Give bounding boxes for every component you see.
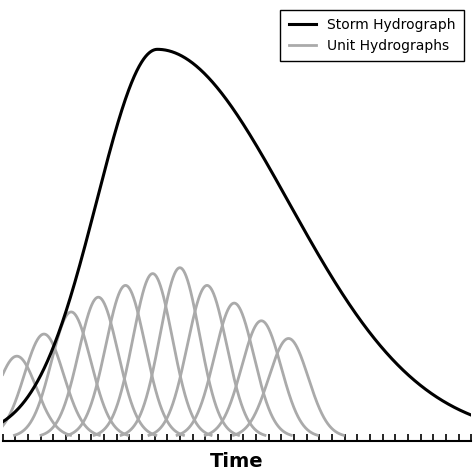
X-axis label: Time: Time bbox=[210, 452, 264, 471]
Legend: Storm Hydrograph, Unit Hydrographs: Storm Hydrograph, Unit Hydrographs bbox=[280, 10, 464, 61]
